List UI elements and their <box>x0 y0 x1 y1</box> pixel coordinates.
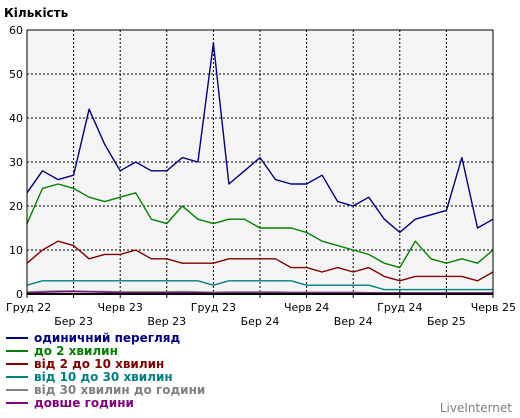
brand-label: LiveInternet <box>440 401 512 415</box>
legend-label: від 10 до 30 хвилин <box>34 370 173 384</box>
y-tick-label: 0 <box>16 288 23 301</box>
x-tick-label: Черв 24 <box>284 301 329 314</box>
x-tick-label: Груд 24 <box>377 301 422 314</box>
x-tick-label: Черв 25 <box>471 301 516 314</box>
series-line-0 <box>26 42 494 234</box>
y-tick-label: 50 <box>9 68 23 81</box>
y-tick-label: 10 <box>9 244 23 257</box>
y-tick-label: 60 <box>9 24 23 37</box>
x-tick-label: Бер 23 <box>54 315 93 328</box>
x-tick-label: Бер 25 <box>427 315 466 328</box>
x-tick-label: Груд 22 <box>6 301 51 314</box>
legend-label: до 2 хвилин <box>34 344 118 358</box>
chart-title: Кількість <box>4 6 69 20</box>
y-tick-labels: 0 10 20 30 40 50 60 <box>9 24 23 301</box>
y-tick-label: 30 <box>9 156 23 169</box>
x-tick-label: Вер 24 <box>334 315 373 328</box>
x-tick-label: Бер 24 <box>241 315 280 328</box>
legend-label: довше години <box>34 396 134 410</box>
series-line-3 <box>26 280 493 291</box>
x-tick-label: Груд 23 <box>191 301 236 314</box>
grid-lines <box>27 30 493 294</box>
series-line-1 <box>26 183 494 269</box>
legend-label: одиничний перегляд <box>34 331 180 345</box>
legend-label: від 2 до 10 хвилин <box>34 357 164 371</box>
series-line-2 <box>26 240 494 282</box>
x-tick-label: Вер 23 <box>147 315 186 328</box>
y-tick-label: 20 <box>9 200 23 213</box>
x-tick-label: Черв 23 <box>98 301 143 314</box>
y-tick-label: 40 <box>9 112 23 125</box>
legend-label: від 30 хвилин до години <box>34 383 205 397</box>
